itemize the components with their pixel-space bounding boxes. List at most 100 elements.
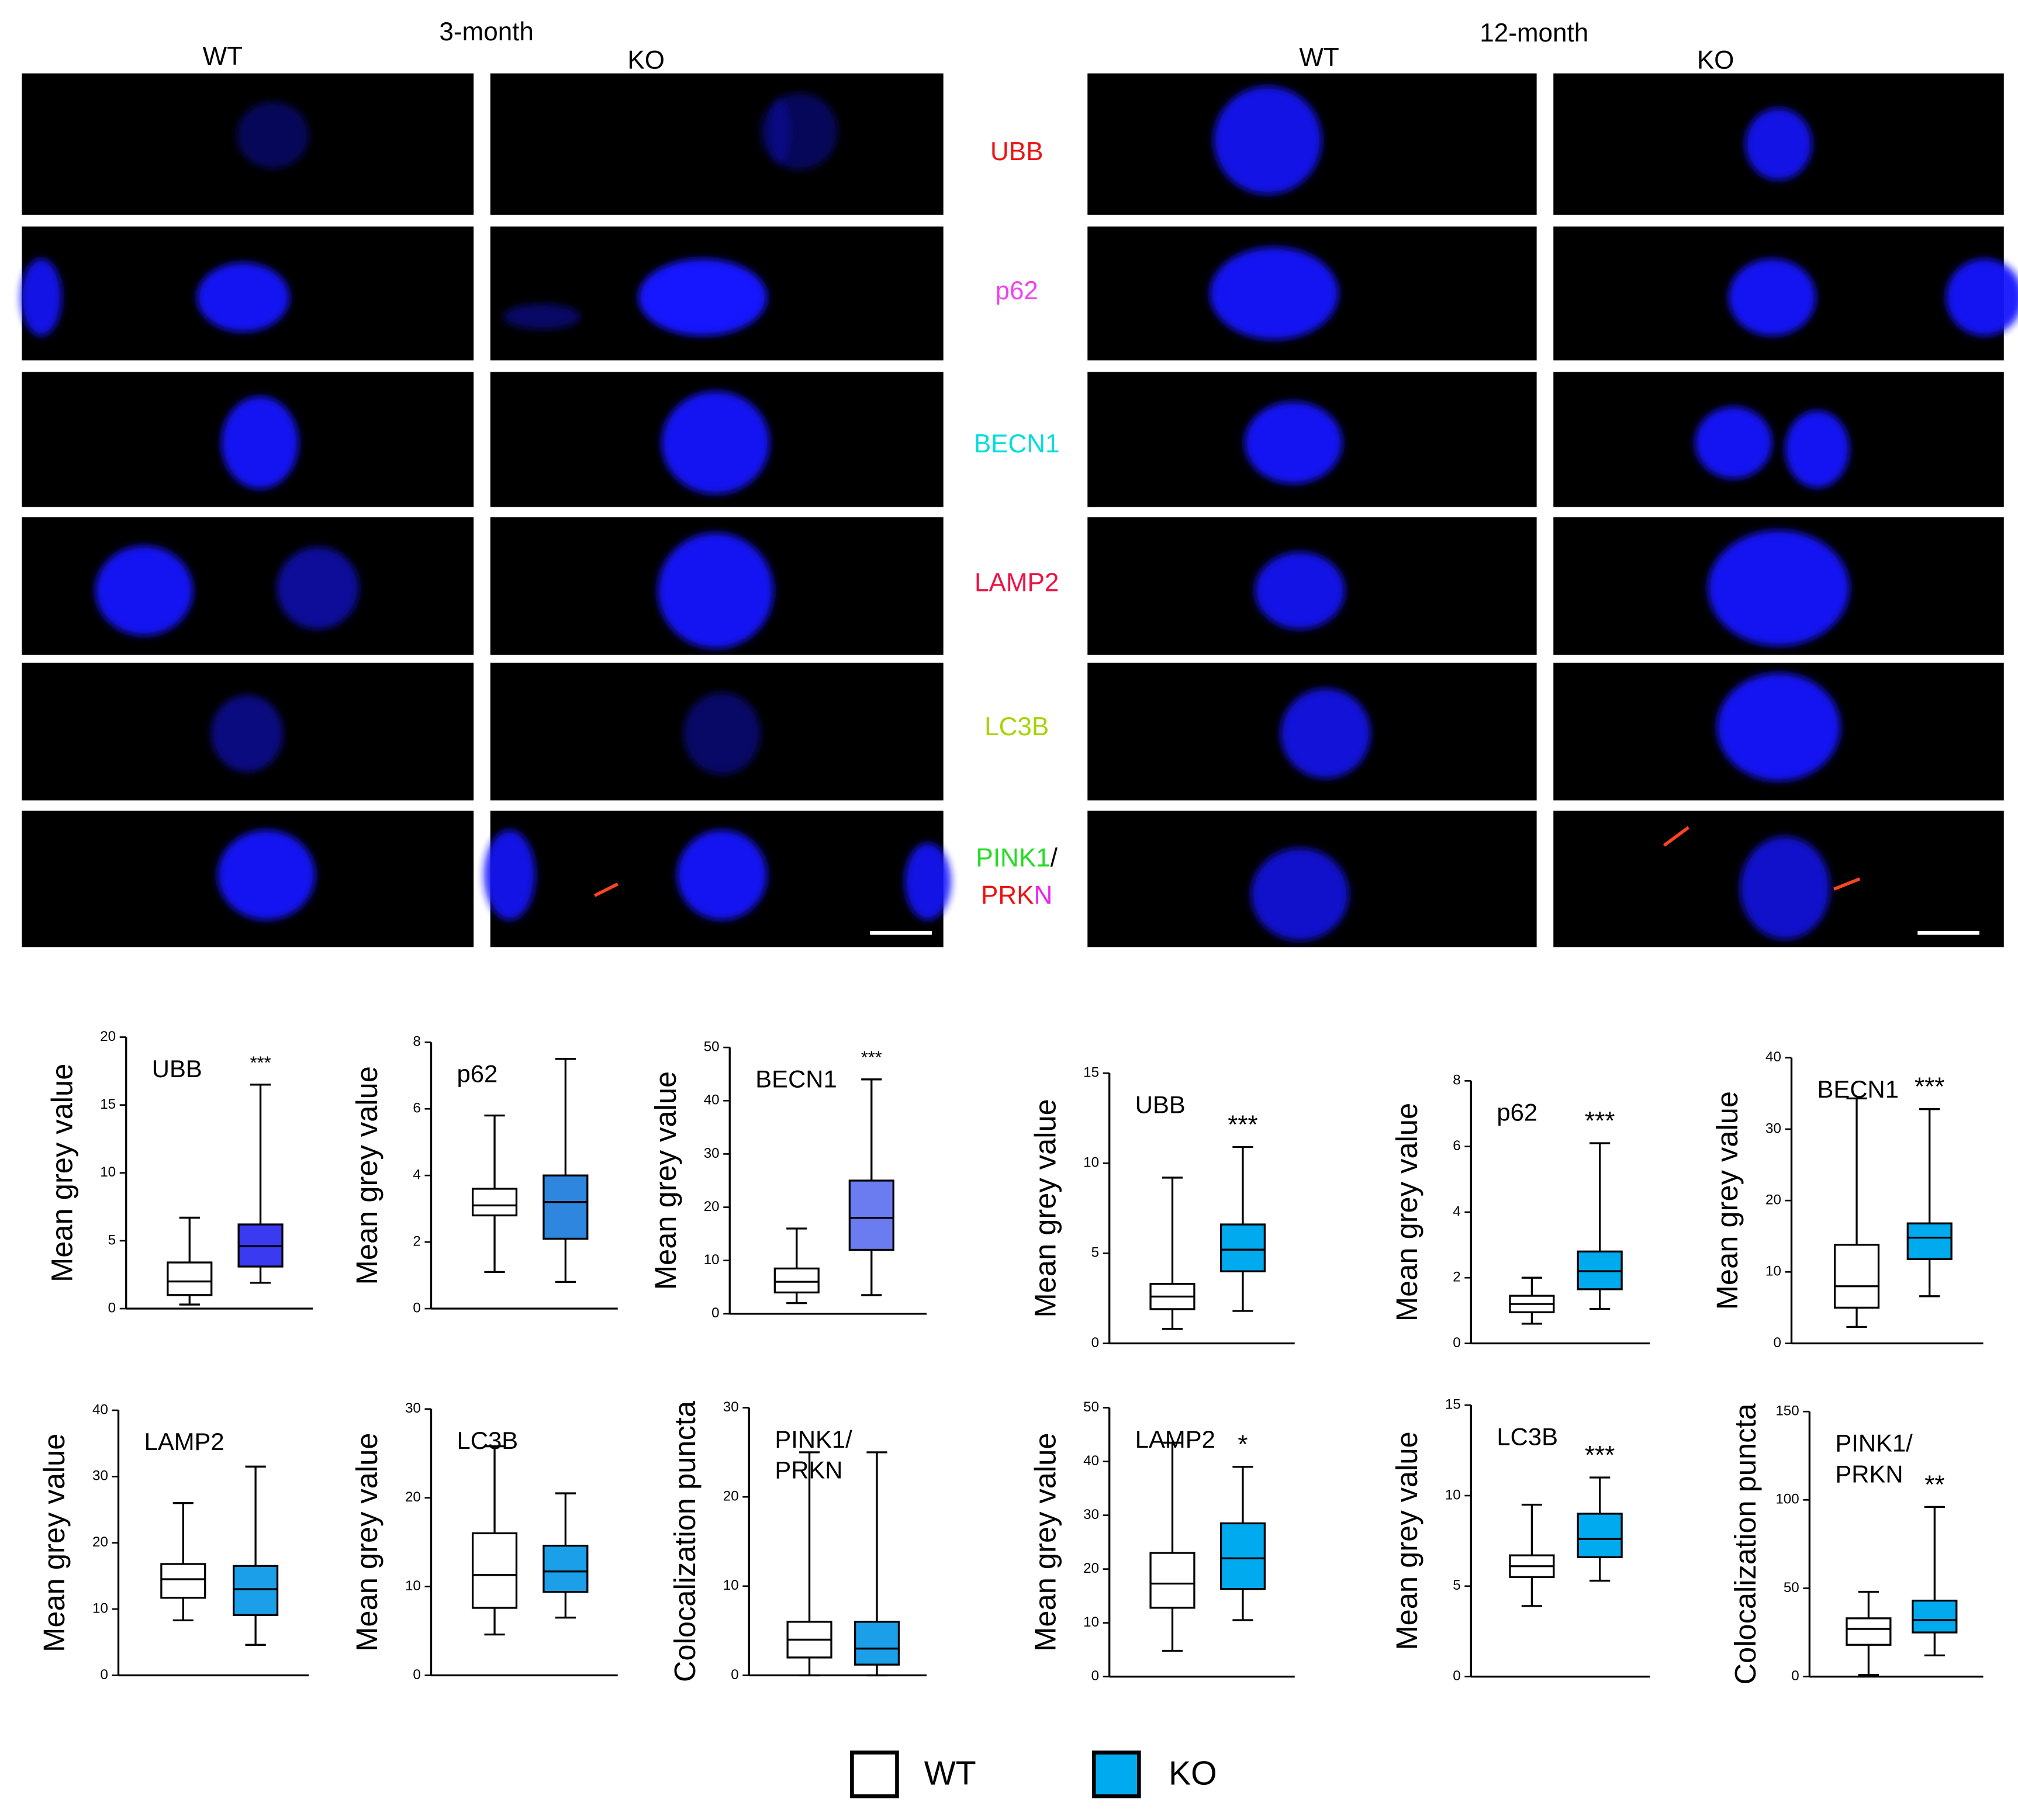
row-label-part: N [1034,881,1053,909]
legend-swatch [850,1750,899,1798]
y-tick-label: 50 [704,1039,720,1055]
column-header: KO [1697,46,1734,74]
box [1906,1222,1953,1260]
micrograph [1553,372,2004,507]
nucleus-group [761,92,838,170]
nucleus-group [683,692,761,775]
box [1577,1513,1623,1558]
y-tick-label: 10 [1765,1264,1781,1279]
y-tick-label: 30 [723,1399,739,1415]
chart-title: p62 [457,1060,498,1088]
significance: *** [250,1053,271,1073]
micrograph [490,73,944,215]
chart-title: UBB [152,1055,202,1082]
nucleus [1695,406,1772,479]
y-axis-label: Mean grey value [1028,1433,1062,1651]
y-tick-label: 5 [1453,1577,1460,1593]
nucleus-group [237,101,309,169]
y-tick-label: 6 [413,1101,420,1116]
column-header: 3-month [439,18,533,46]
y-tick-label: 0 [1453,1668,1460,1684]
nucleus [1785,410,1850,488]
chart-title: BECN1 [755,1065,837,1092]
y-tick-label: 100 [1775,1492,1799,1507]
row-label-part: BECN1 [974,429,1060,458]
nucleus-group [1250,847,1349,941]
y-axis-label: Mean grey value [350,1433,383,1651]
row-label-part: PINK1 [976,843,1050,872]
arrow [593,883,618,897]
y-tick-label: 5 [1091,1245,1099,1261]
chart-title: p62 [1497,1099,1537,1126]
y-axis-label: Colocalization puncta [1729,1403,1762,1684]
y-tick-label: 10 [405,1578,421,1594]
micrograph [22,517,474,655]
nucleus-group [1244,401,1343,484]
y-tick-label: 20 [1765,1192,1781,1207]
chart-title: PINK1/ [1835,1429,1913,1456]
box [853,1621,900,1666]
nucleus [503,303,580,330]
y-tick-label: 10 [100,1164,116,1180]
y-axis-label: Mean grey value [1028,1099,1062,1317]
box [542,1174,589,1240]
nucleus-group [20,258,290,336]
column-header: WT [203,42,243,71]
nucleus-group [1210,247,1339,340]
y-tick-label: 30 [405,1400,421,1416]
nucleus [683,692,761,775]
nucleus-group [1728,258,2018,336]
significance: *** [1915,1072,1944,1101]
box [1833,1244,1880,1309]
y-tick-label: 15 [1083,1065,1099,1081]
nucleus [1210,247,1339,340]
y-axis-label: Mean grey value [37,1434,71,1652]
y-tick-label: 0 [731,1667,738,1683]
box [167,1261,213,1296]
row-label: BECN1 [974,429,1060,458]
legend-label: KO [1169,1755,1217,1792]
column-header: 12-month [1480,19,1588,47]
y-tick-label: 30 [92,1468,108,1484]
y-tick-label: 0 [108,1300,116,1316]
nucleus [657,532,774,649]
chart-title: UBB [1135,1091,1186,1118]
y-tick-label: 50 [1784,1580,1799,1596]
nucleus [1250,847,1349,941]
y-tick-label: 10 [1083,1614,1099,1630]
box [1219,1223,1266,1272]
significance: *** [1585,1441,1615,1469]
nucleus-group [95,545,360,636]
y-tick-label: 0 [1091,1668,1099,1684]
nucleus [1255,552,1345,629]
y-tick-label: 10 [723,1577,739,1593]
nucleus-group [217,830,316,921]
box [1912,1600,1958,1634]
nucleus [1716,673,1841,781]
y-tick-label: 20 [405,1489,421,1505]
nucleus-group [1708,530,1850,646]
y-tick-label: 30 [1083,1507,1099,1523]
row-label: LAMP2 [975,568,1059,597]
significance: ** [1924,1470,1944,1499]
y-tick-label: 0 [1791,1668,1799,1684]
legend-label: WT [924,1755,976,1792]
y-axis-label: Mean grey value [649,1071,682,1290]
y-tick-label: 10 [1445,1487,1461,1503]
y-tick-label: 10 [92,1600,108,1616]
nucleus [221,396,299,489]
box [471,1532,518,1609]
chart-title: PRKN [1835,1460,1903,1487]
box [542,1545,589,1593]
nucleus-group [221,396,299,489]
y-axis-label: Mean grey value [1711,1091,1744,1310]
y-tick-label: 2 [413,1233,420,1249]
nucleus [1745,108,1812,181]
nucleus-group [1280,688,1371,779]
y-tick-label: 0 [1453,1335,1460,1351]
row-label: p62 [995,276,1038,305]
y-tick-label: 15 [100,1096,116,1112]
nucleus-group [661,391,770,494]
y-tick-label: 20 [1083,1561,1099,1576]
